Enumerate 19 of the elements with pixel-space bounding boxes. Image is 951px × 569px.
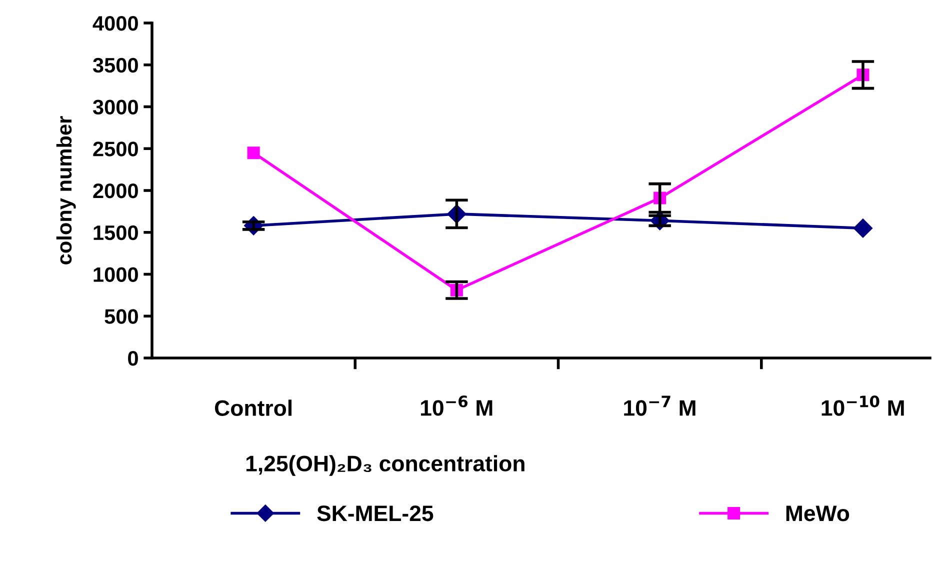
legend-label: SK-MEL-25 <box>317 505 434 522</box>
x-tick-label: 10$^{−7}$ M <box>624 396 696 416</box>
x-tick-label: 10$^{−6}$ M <box>420 396 492 416</box>
y-tick-label: 1500 <box>94 225 138 240</box>
y-tick-label: 500 <box>104 309 138 324</box>
y-tick-label: 3000 <box>92 100 138 115</box>
legend-label: MeWo <box>786 506 850 522</box>
point <box>853 218 872 238</box>
y-tick-label: 2000 <box>93 184 138 198</box>
y-axis-title: colony number <box>56 116 76 264</box>
y-tick-label: 2500 <box>93 142 138 156</box>
y-tick-label: 1000 <box>94 267 138 282</box>
point <box>247 146 260 160</box>
y-tick-label: 4000 <box>92 16 138 31</box>
x-axis-title: 1,25(OH)₂D₃ concentration <box>246 455 524 476</box>
x-tick-label: 10$^{−10}$ M <box>822 396 904 416</box>
x-tick-label: Control <box>214 400 292 416</box>
y-tick-label: 3500 <box>92 58 138 73</box>
y-tick-label: 0 <box>128 351 138 366</box>
